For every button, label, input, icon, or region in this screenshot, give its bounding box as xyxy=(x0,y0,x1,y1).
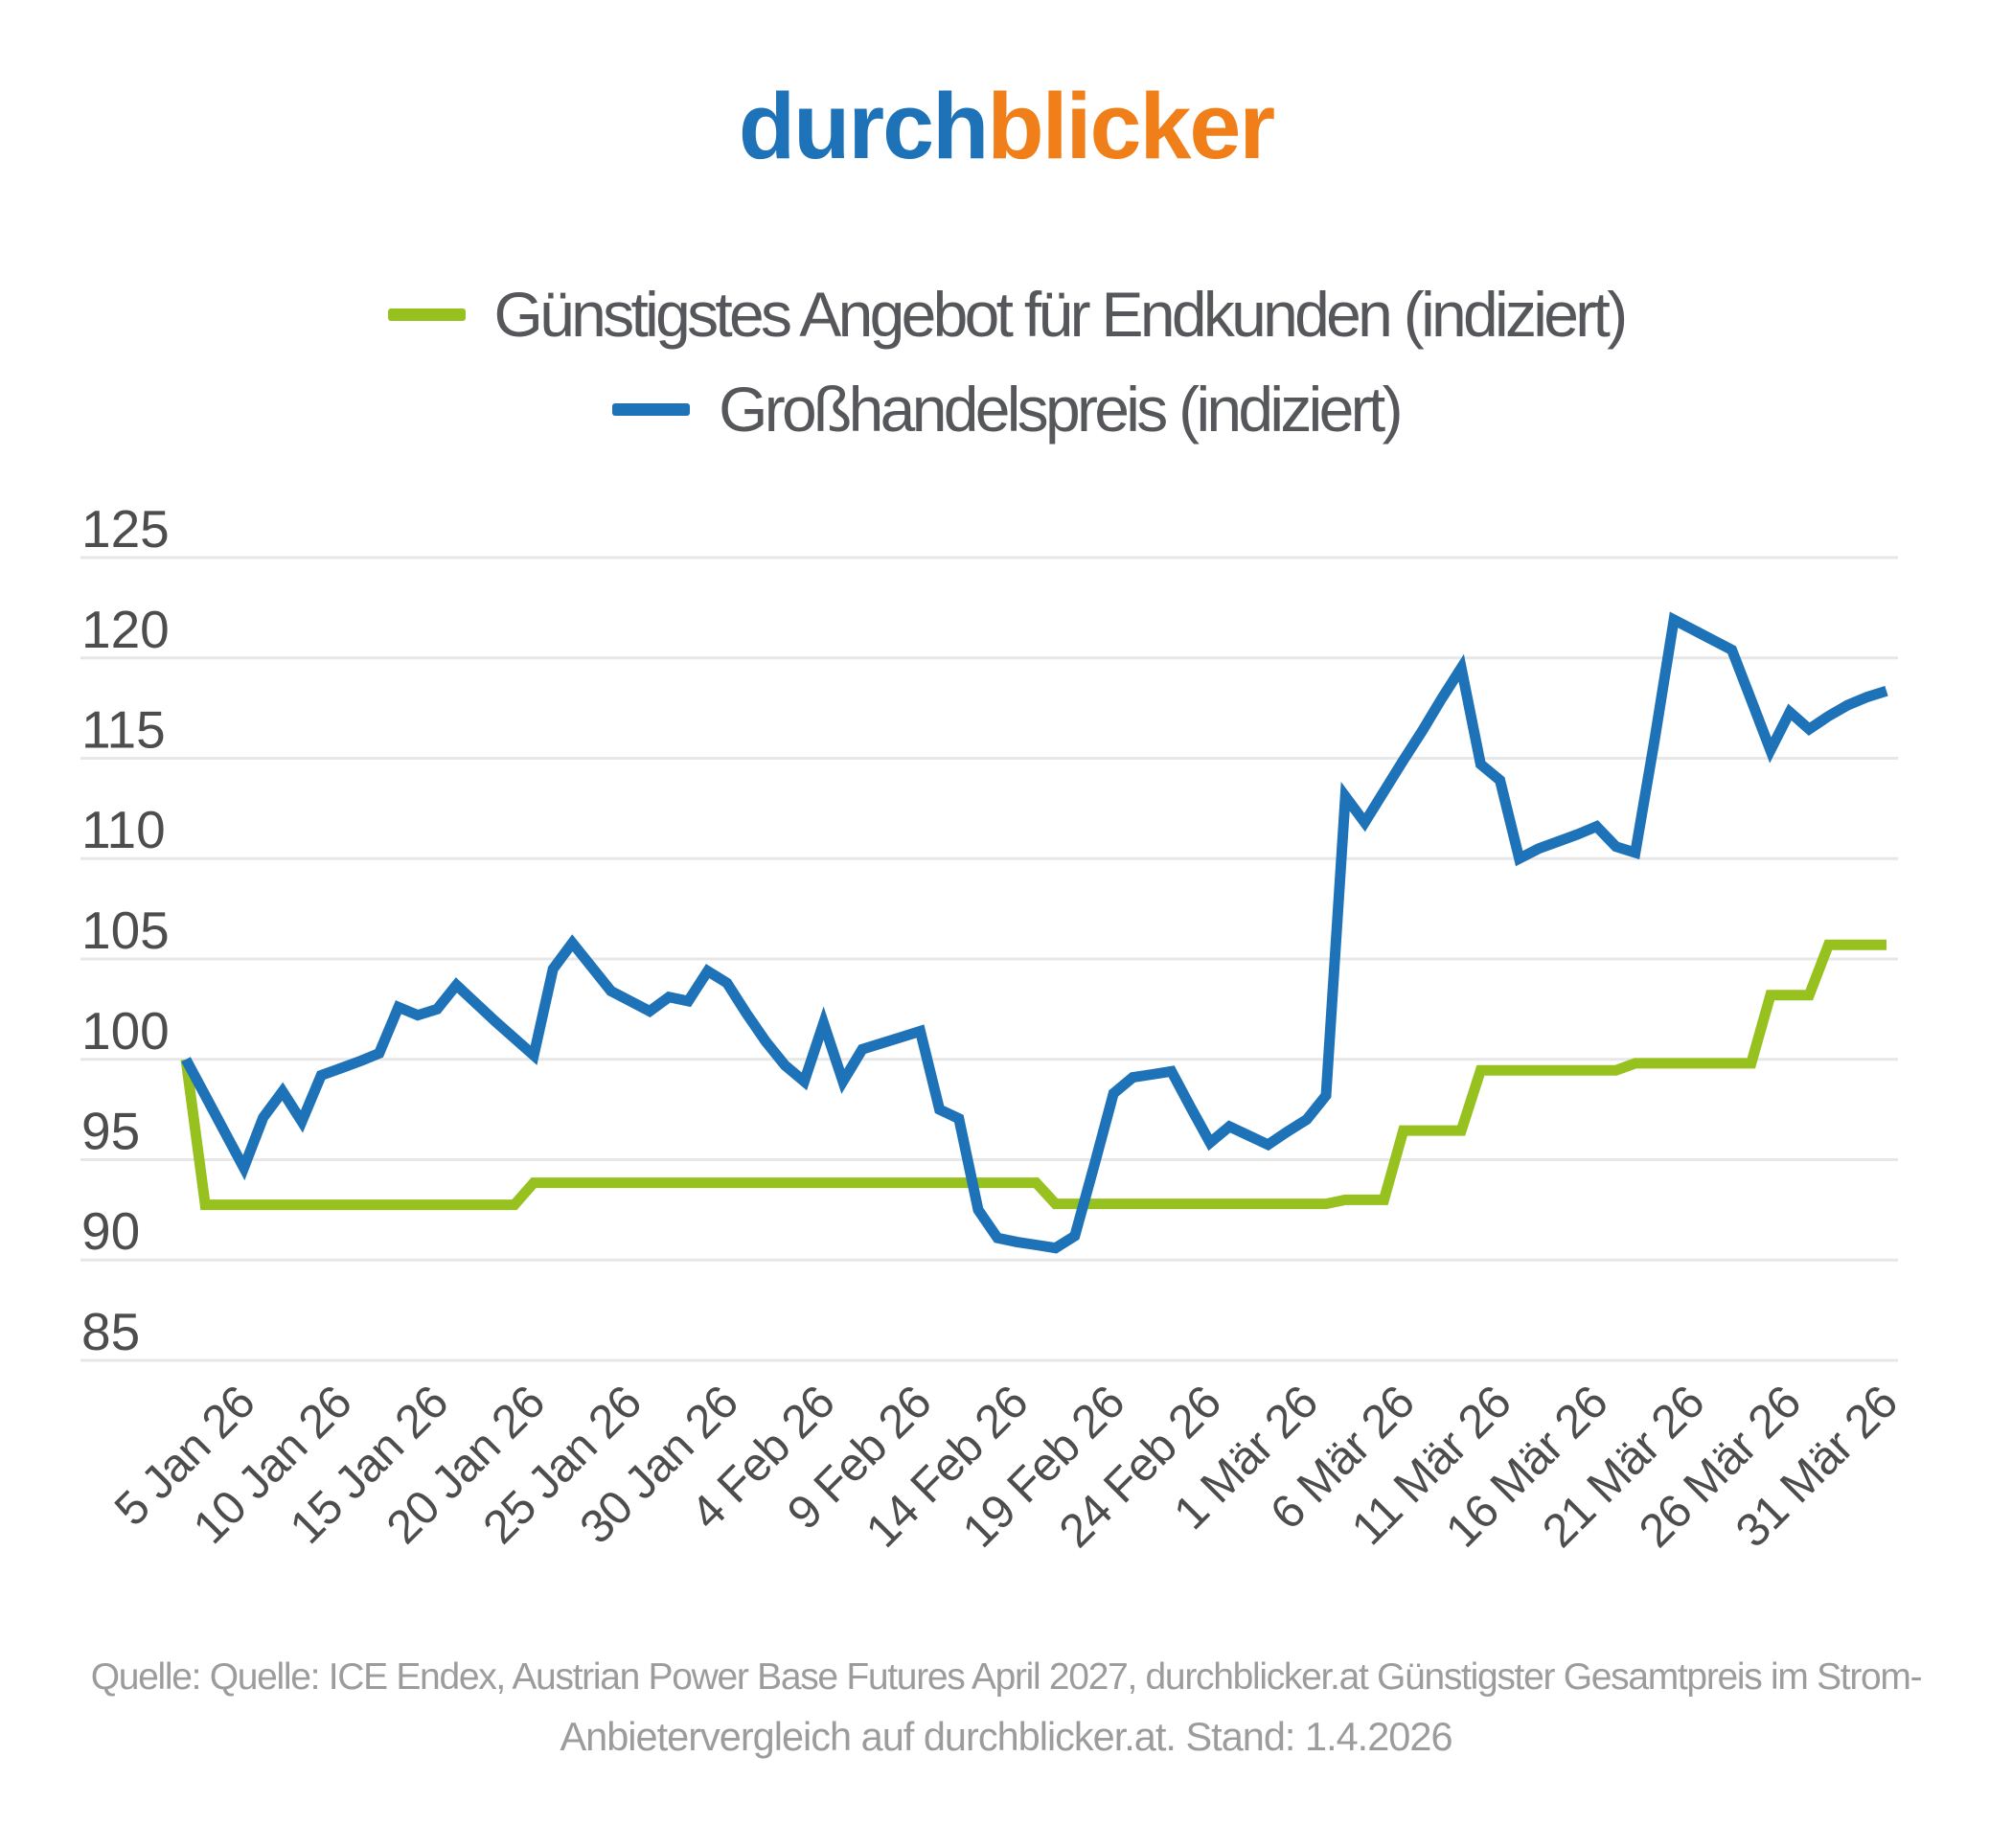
svg-text:120: 120 xyxy=(81,600,170,659)
svg-text:95: 95 xyxy=(81,1102,140,1161)
svg-text:115: 115 xyxy=(81,700,166,760)
svg-text:110: 110 xyxy=(81,800,166,859)
svg-text:125: 125 xyxy=(81,499,170,559)
svg-text:105: 105 xyxy=(81,901,170,960)
svg-text:90: 90 xyxy=(81,1201,140,1261)
svg-text:85: 85 xyxy=(81,1302,140,1361)
svg-text:100: 100 xyxy=(81,1001,170,1061)
